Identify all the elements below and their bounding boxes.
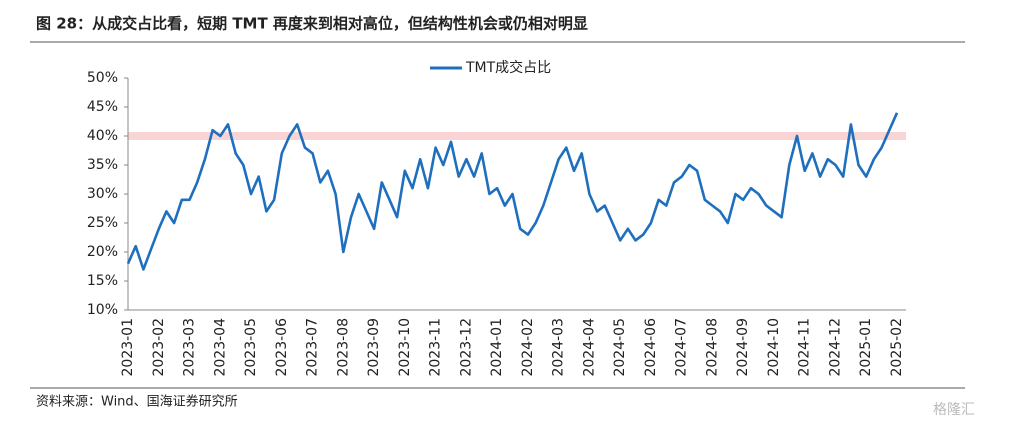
y-tick-label: 25%: [87, 215, 118, 231]
x-tick-label: 2025-01: [858, 318, 874, 377]
x-tick-label: 2023-07: [305, 318, 321, 377]
x-tick-label: 2023-02: [151, 318, 167, 377]
x-tick-label: 2023-05: [243, 318, 259, 377]
x-tick-label: 2024-03: [551, 318, 567, 377]
y-tick-label: 45%: [87, 99, 118, 115]
chart-title: 图 28：从成交占比看，短期 TMT 再度来到相对高位，但结构性机会或仍相对明显: [36, 15, 588, 33]
x-tick-label: 2024-06: [643, 318, 659, 377]
x-tick-label: 2023-08: [335, 318, 351, 377]
y-tick-label: 20%: [87, 244, 118, 260]
y-tick-label: 30%: [87, 186, 118, 202]
y-tick-label: 10%: [87, 302, 118, 318]
x-tick-label: 2024-02: [520, 318, 536, 377]
y-tick-label: 35%: [87, 157, 118, 173]
x-tick-label: 2023-01: [120, 318, 136, 377]
x-tick-label: 2023-10: [397, 318, 413, 377]
x-tick-label: 2024-10: [766, 318, 782, 377]
y-tick-label: 40%: [87, 128, 118, 144]
watermark: 格隆汇: [933, 402, 975, 418]
x-tick-label: 2024-07: [674, 318, 690, 377]
source-note: 资料来源：Wind、国海证券研究所: [36, 394, 238, 410]
x-tick-label: 2024-12: [827, 318, 843, 377]
y-tick-label: 50%: [87, 70, 118, 86]
y-tick-label: 15%: [87, 273, 118, 289]
x-tick-label: 2023-06: [274, 318, 290, 377]
x-tick-label: 2023-04: [212, 318, 228, 377]
x-tick-label: 2025-02: [889, 318, 905, 377]
x-tick-label: 2023-09: [366, 318, 382, 377]
series-line: [126, 112, 899, 271]
x-tick-label: 2024-04: [581, 318, 597, 377]
x-tick-label: 2023-11: [428, 318, 444, 377]
x-tick-label: 2024-08: [704, 318, 720, 377]
legend-label: TMT成交占比: [465, 59, 551, 76]
x-tick-label: 2024-01: [489, 318, 505, 377]
x-tick-label: 2023-03: [182, 318, 198, 377]
x-tick-label: 2024-11: [797, 318, 813, 377]
x-tick-label: 2023-12: [458, 318, 474, 377]
x-tick-label: 2024-09: [735, 318, 751, 377]
x-tick-label: 2024-05: [612, 318, 628, 377]
